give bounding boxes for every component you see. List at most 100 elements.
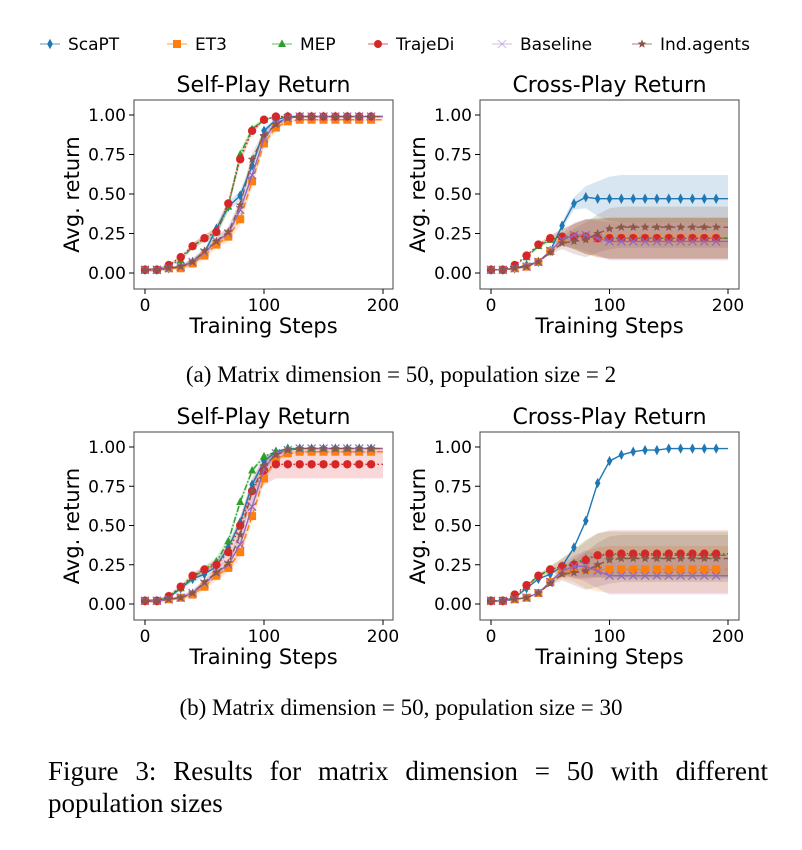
point-ind-agents	[223, 558, 233, 567]
point-scapt	[201, 568, 208, 580]
chart-a-cross: Cross-Play Return 0 100 200 0.00 0.25 0.50 0.75…	[406, 73, 744, 338]
triangle-marker-icon	[278, 39, 286, 47]
x-tick-label: 200	[712, 627, 744, 647]
point-trajedi	[355, 460, 364, 469]
point-baseline	[247, 502, 257, 512]
point-scapt	[665, 443, 672, 454]
point-ind-agents	[212, 236, 221, 246]
point-ind-agents	[342, 111, 352, 121]
point-trajedi	[176, 253, 185, 262]
point-et3	[367, 447, 376, 456]
diamond-marker-icon	[47, 38, 53, 50]
point-scapt	[713, 193, 719, 204]
point-trajedi	[711, 549, 721, 558]
point-ind-agents	[676, 222, 685, 231]
point-et3	[212, 571, 221, 580]
point-scapt	[630, 193, 636, 204]
point-ind-agents	[498, 265, 508, 274]
point-et3	[343, 447, 352, 456]
point-et3	[712, 565, 721, 574]
point-ind-agents	[140, 265, 150, 274]
legend-label: ScaPT	[68, 35, 120, 55]
legend-label: Baseline	[520, 35, 592, 55]
point-trajedi	[212, 560, 221, 569]
y-tick-label: 0.00	[434, 595, 472, 615]
point-baseline	[688, 236, 697, 246]
point-mep	[236, 497, 245, 505]
y-tick-label: 0.75	[88, 477, 126, 497]
x-tick-label: 100	[593, 627, 625, 647]
y-tick-label: 0.00	[88, 264, 126, 284]
point-et3	[617, 565, 626, 574]
legend-label: MEP	[300, 35, 336, 55]
x-tick-label: 0	[486, 296, 497, 316]
point-baseline	[711, 236, 721, 246]
point-et3	[271, 455, 280, 464]
point-et3	[212, 240, 221, 249]
point-et3	[248, 177, 257, 186]
point-scapt	[654, 444, 660, 456]
point-baseline	[676, 236, 686, 246]
y-tick-label: 0.50	[88, 185, 126, 205]
point-trajedi	[700, 549, 709, 558]
point-trajedi	[605, 549, 614, 558]
point-trajedi	[212, 227, 221, 237]
point-scapt	[701, 443, 708, 454]
point-baseline	[235, 205, 245, 215]
point-baseline	[247, 170, 257, 180]
point-trajedi	[640, 234, 650, 243]
series-ind-agents	[140, 111, 383, 274]
y-axis-label: Avg. return	[60, 136, 84, 252]
series-trajedi	[486, 232, 728, 275]
point-ind-agents	[212, 568, 221, 577]
point-ind-agents	[235, 530, 245, 539]
y-tick-label: 0.50	[434, 517, 472, 537]
point-ind-agents	[593, 560, 603, 569]
point-ind-agents	[545, 247, 555, 257]
point-et3	[295, 447, 304, 456]
point-trajedi	[236, 521, 245, 530]
point-ind-agents	[652, 222, 662, 231]
point-scapt	[677, 193, 684, 204]
y-tick-label: 0.25	[434, 556, 472, 576]
x-axis-label: Training Steps	[188, 314, 337, 338]
series-lines	[140, 111, 383, 276]
point-ind-agents	[247, 154, 257, 163]
line-trajedi	[145, 463, 383, 602]
series-lines	[140, 443, 383, 607]
point-ind-agents	[259, 461, 269, 470]
point-et3	[641, 565, 650, 574]
point-ind-agents	[711, 222, 721, 231]
point-baseline	[711, 571, 721, 581]
point-ind-agents	[688, 222, 697, 231]
point-ind-agents	[188, 588, 197, 597]
point-ind-agents	[354, 111, 364, 121]
point-ind-agents	[522, 262, 531, 271]
x-tick-label: 200	[367, 627, 399, 647]
point-et3	[629, 565, 638, 574]
point-baseline	[605, 571, 614, 581]
x-tick-label: 200	[367, 296, 399, 316]
point-trajedi	[259, 115, 269, 124]
series-ind-agents	[486, 553, 728, 605]
point-ind-agents	[640, 222, 650, 231]
point-baseline	[581, 230, 591, 240]
point-et3	[260, 139, 268, 148]
band-et3	[491, 217, 728, 270]
point-ind-agents	[295, 443, 305, 453]
point-ind-agents	[699, 222, 709, 231]
point-trajedi	[652, 234, 662, 243]
point-scapt	[606, 455, 613, 467]
point-et3	[200, 251, 209, 260]
y-tick-label: 0.00	[88, 595, 126, 615]
point-ind-agents	[581, 235, 591, 244]
y-axis-label: Avg. return	[60, 468, 84, 584]
point-et3	[700, 565, 709, 574]
line-trajedi	[145, 115, 383, 271]
star-marker-icon	[637, 39, 647, 48]
point-mep	[248, 465, 257, 474]
y-tick-label: 1.00	[434, 106, 472, 126]
x-tick-label: 0	[140, 296, 151, 316]
point-ind-agents	[510, 594, 520, 604]
point-mep	[224, 536, 233, 545]
